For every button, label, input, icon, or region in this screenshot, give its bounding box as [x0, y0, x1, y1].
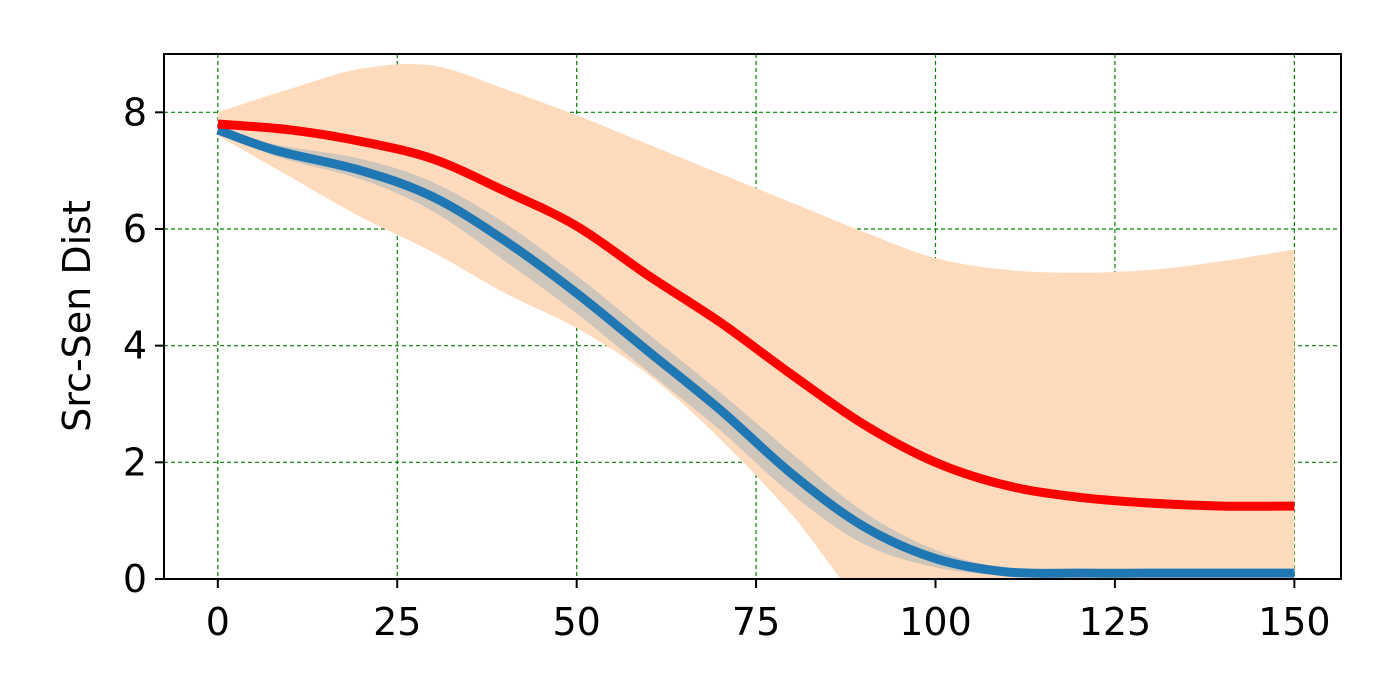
- x-axis-ticks: 0 25 50 75 100 125 150: [206, 579, 1331, 644]
- y-tick-label: 6: [123, 207, 147, 251]
- y-tick-label: 2: [123, 440, 147, 484]
- series-line-blue: [216, 125, 1295, 578]
- y-tick-label: 4: [123, 324, 147, 368]
- y-axis-label: Src-Sen Dist: [55, 200, 99, 432]
- x-tick-label: 125: [1079, 600, 1152, 644]
- x-tick-label: 75: [732, 600, 780, 644]
- x-tick-label: 0: [206, 600, 230, 644]
- x-tick-label: 100: [899, 600, 972, 644]
- y-axis-ticks: 0 2 4 6 8: [123, 90, 164, 601]
- plot-frame: [163, 53, 1342, 580]
- y-tick-label: 8: [123, 90, 147, 134]
- x-tick-label: 50: [552, 600, 600, 644]
- series-lines: [216, 119, 1295, 578]
- x-tick-label: 150: [1258, 600, 1331, 644]
- y-tick-label: 0: [123, 557, 147, 601]
- band-red-series: [217, 64, 1295, 579]
- x-tick-label: 25: [373, 600, 421, 644]
- series-line-red: [217, 119, 1295, 511]
- band-blue-series: [217, 126, 1295, 577]
- confidence-bands: [217, 64, 1295, 579]
